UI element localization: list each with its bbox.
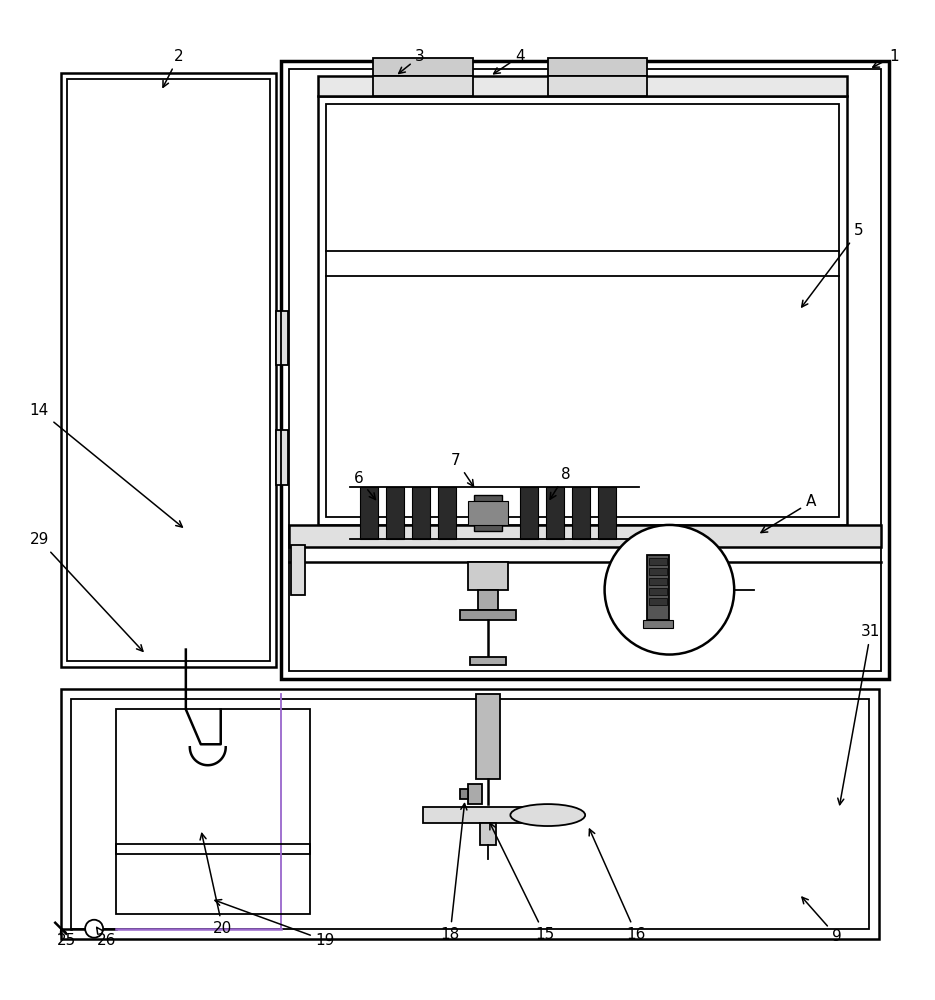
Bar: [71, 699, 869, 929]
Bar: [546, 487, 564, 539]
Bar: [276, 311, 288, 365]
Bar: [650, 588, 668, 595]
Bar: [478, 590, 498, 610]
Ellipse shape: [511, 804, 585, 826]
Text: 31: 31: [838, 624, 881, 805]
Bar: [373, 76, 473, 96]
Text: 4: 4: [494, 49, 525, 74]
Bar: [319, 96, 847, 525]
Circle shape: [605, 525, 734, 655]
Text: 18: 18: [440, 804, 467, 942]
Bar: [67, 79, 269, 661]
Bar: [520, 487, 538, 539]
Text: 2: 2: [163, 49, 183, 87]
Bar: [280, 61, 889, 679]
Text: 7: 7: [452, 453, 473, 486]
Text: 14: 14: [30, 403, 182, 527]
Bar: [61, 689, 879, 939]
Bar: [61, 73, 276, 667]
Text: 5: 5: [801, 223, 864, 307]
Bar: [474, 495, 502, 531]
Bar: [460, 610, 516, 620]
Bar: [647, 555, 669, 620]
Bar: [571, 487, 590, 539]
Bar: [412, 487, 430, 539]
Bar: [643, 620, 673, 628]
Bar: [650, 598, 668, 605]
Text: 6: 6: [353, 471, 376, 499]
Text: 25: 25: [57, 927, 76, 948]
Bar: [460, 789, 468, 799]
Text: A: A: [761, 494, 816, 533]
Text: 16: 16: [589, 829, 646, 942]
Bar: [468, 784, 482, 804]
Text: 1: 1: [872, 49, 899, 67]
Text: 29: 29: [30, 532, 143, 651]
Bar: [468, 562, 508, 590]
Bar: [289, 525, 881, 547]
Bar: [360, 487, 379, 539]
Bar: [548, 58, 647, 76]
Bar: [319, 76, 847, 96]
Bar: [326, 104, 839, 517]
Bar: [468, 501, 508, 525]
Text: 9: 9: [802, 897, 842, 944]
Circle shape: [85, 920, 103, 938]
Bar: [386, 487, 404, 539]
Text: 8: 8: [550, 467, 570, 499]
Bar: [291, 545, 306, 595]
Bar: [650, 568, 668, 575]
Text: 15: 15: [490, 823, 554, 942]
Bar: [548, 76, 647, 96]
Text: 26: 26: [96, 927, 116, 948]
Text: 3: 3: [398, 49, 425, 73]
Text: 19: 19: [215, 900, 335, 948]
Bar: [116, 844, 310, 914]
Bar: [650, 578, 668, 585]
Bar: [116, 709, 310, 854]
Bar: [597, 487, 615, 539]
Bar: [476, 694, 500, 779]
Bar: [480, 823, 496, 845]
Bar: [276, 430, 288, 485]
Bar: [439, 487, 456, 539]
Bar: [470, 657, 506, 665]
Bar: [373, 58, 473, 76]
Bar: [650, 558, 668, 565]
Bar: [424, 807, 553, 823]
Bar: [289, 69, 881, 671]
Text: 20: 20: [200, 833, 233, 936]
